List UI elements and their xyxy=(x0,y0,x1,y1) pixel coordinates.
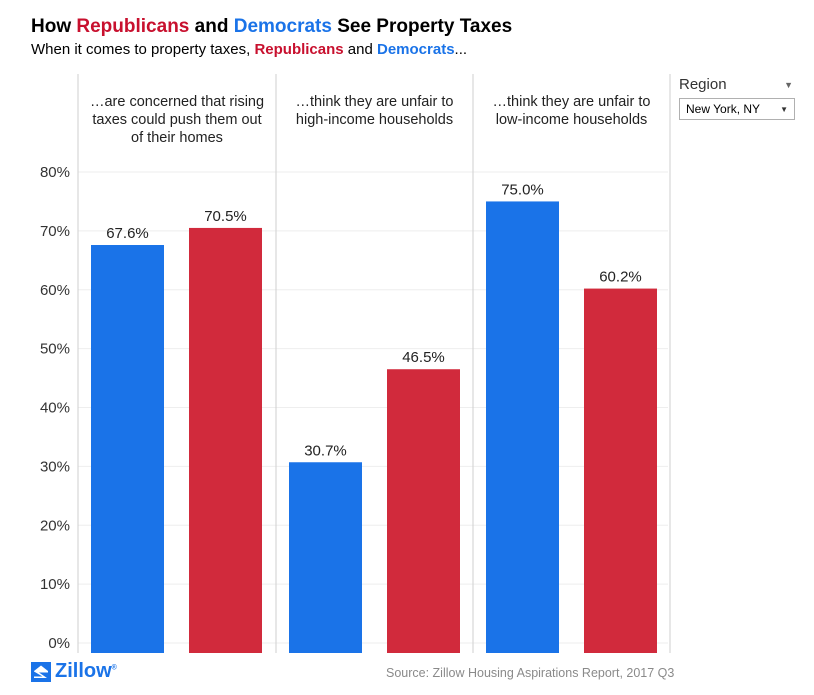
category-label: …are concerned that rising xyxy=(90,94,264,110)
title-suffix: See Property Taxes xyxy=(331,16,513,37)
y-tick-label: 80% xyxy=(40,164,70,181)
region-filter: Region ▼ New York, NY ▼ xyxy=(679,76,797,120)
category-label: …think they are unfair to xyxy=(493,94,651,110)
data-label: 60.2% xyxy=(599,269,642,286)
logo-text: Zillow® xyxy=(55,660,117,682)
y-tick-label: 30% xyxy=(40,458,70,475)
category-label: taxes could push them out xyxy=(92,112,261,128)
title-democrats: Democrats xyxy=(233,16,332,37)
bar-democrats xyxy=(486,201,559,653)
region-filter-label: Region xyxy=(679,76,727,93)
bar-democrats xyxy=(91,245,164,653)
data-label: 30.7% xyxy=(304,442,347,459)
bar-republicans xyxy=(387,369,460,653)
logo-registered-mark: ® xyxy=(111,664,117,672)
bar-democrats xyxy=(289,462,362,653)
source-note: Source: Zillow Housing Aspirations Repor… xyxy=(386,666,675,680)
chevron-down-icon: ▼ xyxy=(780,104,788,114)
chart-title: How Republicans and Democrats See Proper… xyxy=(31,16,512,38)
subtitle-democrats: Democrats xyxy=(377,41,455,58)
region-menu-caret-icon[interactable]: ▼ xyxy=(784,79,793,90)
category-label: of their homes xyxy=(131,130,223,146)
data-label: 67.6% xyxy=(106,225,149,242)
bar-republicans xyxy=(584,288,657,653)
zillow-logo: Zillow® xyxy=(31,660,117,683)
zillow-z-icon xyxy=(31,661,51,682)
category-label: low-income households xyxy=(496,112,648,128)
title-mid: and xyxy=(189,16,234,37)
y-tick-label: 60% xyxy=(40,282,70,299)
subtitle-mid: and xyxy=(343,41,377,58)
data-label: 75.0% xyxy=(501,181,544,198)
region-dropdown[interactable]: New York, NY ▼ xyxy=(679,98,795,120)
title-prefix: How xyxy=(31,16,77,37)
category-label: high-income households xyxy=(296,112,453,128)
data-label: 46.5% xyxy=(402,349,445,366)
y-tick-label: 20% xyxy=(40,517,70,534)
region-selected-value: New York, NY xyxy=(686,102,761,116)
y-tick-label: 50% xyxy=(40,341,70,358)
subtitle-prefix: When it comes to property taxes, xyxy=(31,41,255,58)
category-label: …think they are unfair to xyxy=(296,94,454,110)
y-tick-label: 0% xyxy=(48,635,70,652)
bar-republicans xyxy=(189,227,262,653)
data-label: 70.5% xyxy=(204,208,247,225)
chart-subtitle: When it comes to property taxes, Republi… xyxy=(31,41,467,58)
title-republicans: Republicans xyxy=(76,16,190,37)
y-tick-label: 10% xyxy=(40,576,70,593)
subtitle-republicans: Republicans xyxy=(254,41,344,58)
subtitle-suffix: ... xyxy=(454,41,468,58)
y-tick-label: 70% xyxy=(40,223,70,240)
y-tick-label: 40% xyxy=(40,400,70,417)
